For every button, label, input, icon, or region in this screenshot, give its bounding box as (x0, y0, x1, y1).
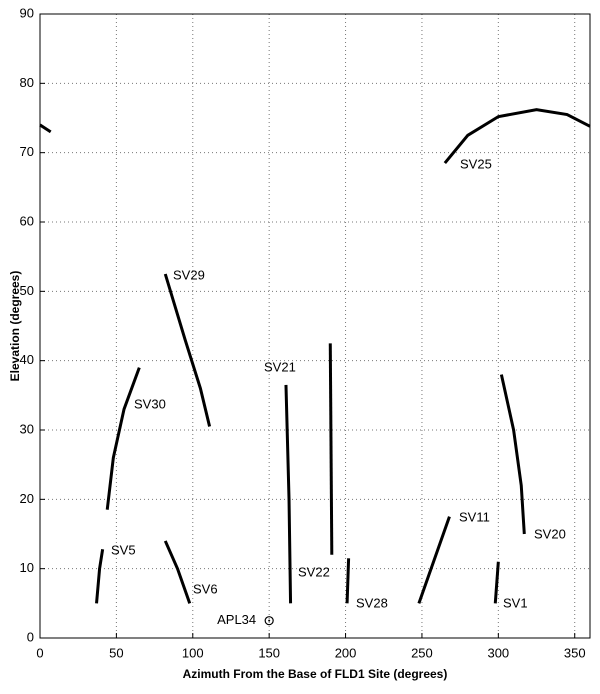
y-axis-label: Elevation (degrees) (8, 271, 22, 382)
track-label: SV21 (264, 359, 296, 374)
satellite-track (345, 558, 351, 604)
track-label: SV11 (459, 509, 490, 524)
track-label: SV22 (298, 564, 330, 579)
y-tick-label: 20 (20, 491, 34, 506)
track-label: SV25 (460, 156, 492, 171)
track-label: SV29 (173, 267, 205, 282)
track-label: SV1 (503, 595, 528, 610)
y-tick-label: 10 (20, 560, 34, 575)
satellite-track (105, 367, 141, 510)
satellite-track (499, 374, 526, 535)
site-label: APL34 (217, 612, 256, 627)
satellite-track (163, 540, 192, 604)
x-tick-label: 200 (335, 645, 357, 660)
track-label: SV6 (193, 581, 218, 596)
y-tick-label: 80 (20, 75, 34, 90)
x-tick-label: 350 (564, 645, 586, 660)
satellite-track (39, 108, 591, 165)
x-tick-label: 250 (411, 645, 433, 660)
x-axis-label: Azimuth From the Base of FLD1 Site (degr… (183, 667, 448, 681)
track-label: SV30 (134, 396, 166, 411)
site-marker-dot (268, 619, 271, 622)
satellite-track (328, 343, 334, 555)
satellite-track (163, 273, 212, 427)
y-tick-label: 40 (20, 352, 34, 367)
satellite-track (284, 384, 293, 604)
satellite-track (95, 549, 105, 604)
satellite-track (493, 561, 500, 604)
y-tick-label: 30 (20, 421, 34, 436)
y-tick-label: 0 (27, 629, 34, 644)
track-label: SV5 (111, 542, 136, 557)
track-label: SV20 (534, 526, 566, 541)
y-tick-label: 60 (20, 213, 34, 228)
x-tick-label: 50 (109, 645, 123, 660)
x-tick-label: 300 (487, 645, 509, 660)
x-tick-label: 150 (258, 645, 280, 660)
y-tick-label: 70 (20, 144, 34, 159)
plot-frame (39, 13, 591, 639)
track-label: SV28 (356, 595, 388, 610)
x-tick-label: 0 (36, 645, 43, 660)
y-tick-label: 90 (20, 5, 34, 20)
y-tick-label: 50 (20, 283, 34, 298)
site-marker (264, 616, 274, 626)
x-tick-label: 100 (182, 645, 204, 660)
satellite-track (417, 516, 451, 604)
